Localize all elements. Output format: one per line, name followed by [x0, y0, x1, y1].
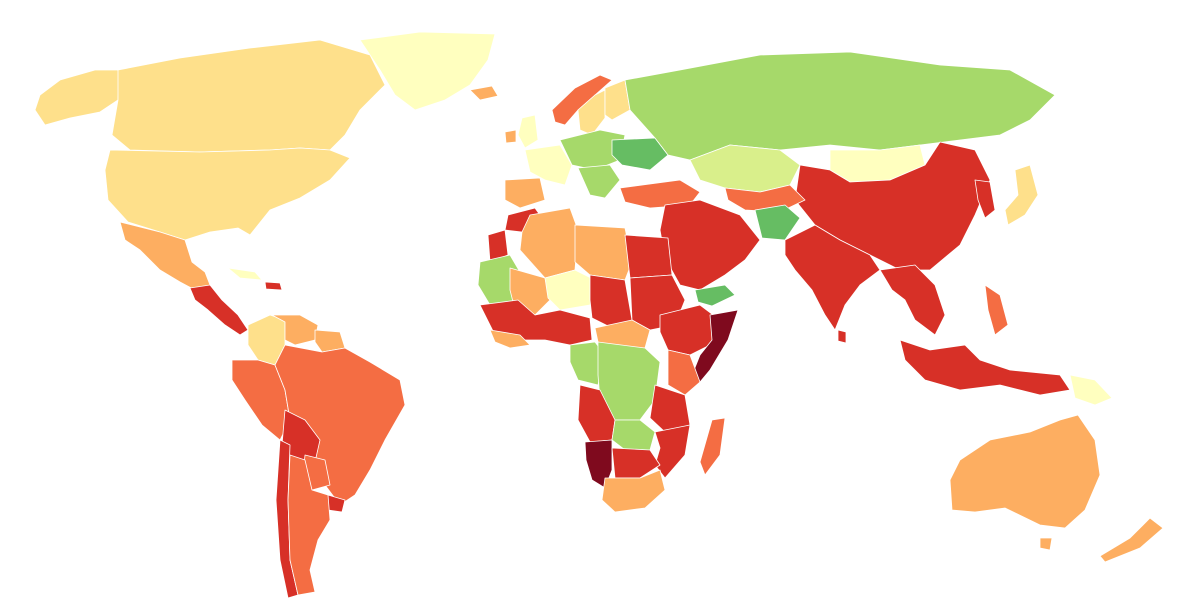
region-afghanistan	[754, 204, 801, 241]
region-sweden	[577, 89, 606, 136]
region-finland	[604, 79, 631, 121]
region-uk	[517, 114, 539, 149]
region-tasmania	[1039, 537, 1053, 551]
region-japan	[1004, 164, 1039, 226]
region-canada	[111, 39, 386, 153]
region-middle-east	[659, 199, 761, 291]
region-yemen	[694, 284, 736, 307]
region-libya	[574, 224, 633, 281]
region-cuba	[227, 267, 263, 281]
region-zambia	[611, 419, 656, 451]
region-egypt	[624, 234, 673, 279]
region-botswana-zimbabwe	[611, 447, 661, 479]
region-argentina	[287, 454, 331, 596]
region-western-sahara	[487, 229, 509, 263]
region-ireland	[504, 129, 517, 144]
region-chad	[589, 274, 633, 329]
region-india	[784, 224, 881, 331]
region-central-america	[189, 284, 249, 336]
region-australia	[949, 414, 1101, 529]
region-hispaniola	[264, 281, 283, 291]
region-sri-lanka	[837, 329, 847, 344]
region-mozambique	[654, 424, 691, 479]
region-southeast-asia	[879, 264, 946, 336]
region-philippines	[984, 284, 1009, 336]
region-kenya	[667, 349, 701, 396]
region-iceland	[469, 85, 499, 101]
region-papua-new-guinea	[1069, 374, 1113, 406]
region-indonesia	[899, 339, 1071, 396]
region-brazil	[274, 344, 406, 506]
region-algeria	[519, 207, 579, 279]
region-balkans	[577, 164, 621, 199]
region-madagascar	[699, 417, 726, 476]
region-usa	[104, 147, 351, 241]
region-alaska	[34, 69, 121, 126]
region-western-europe	[524, 144, 573, 186]
region-korea	[974, 179, 996, 219]
region-venezuela	[271, 314, 319, 346]
region-niger	[544, 269, 596, 311]
region-greenland	[359, 31, 496, 111]
region-ethiopia-horn	[659, 304, 721, 356]
region-new-zealand	[1099, 517, 1164, 563]
region-russia	[624, 51, 1056, 161]
region-iberia	[504, 177, 546, 209]
region-gabon-congo	[569, 341, 606, 386]
region-south-africa	[601, 469, 666, 513]
region-guinea-coast	[489, 329, 531, 349]
